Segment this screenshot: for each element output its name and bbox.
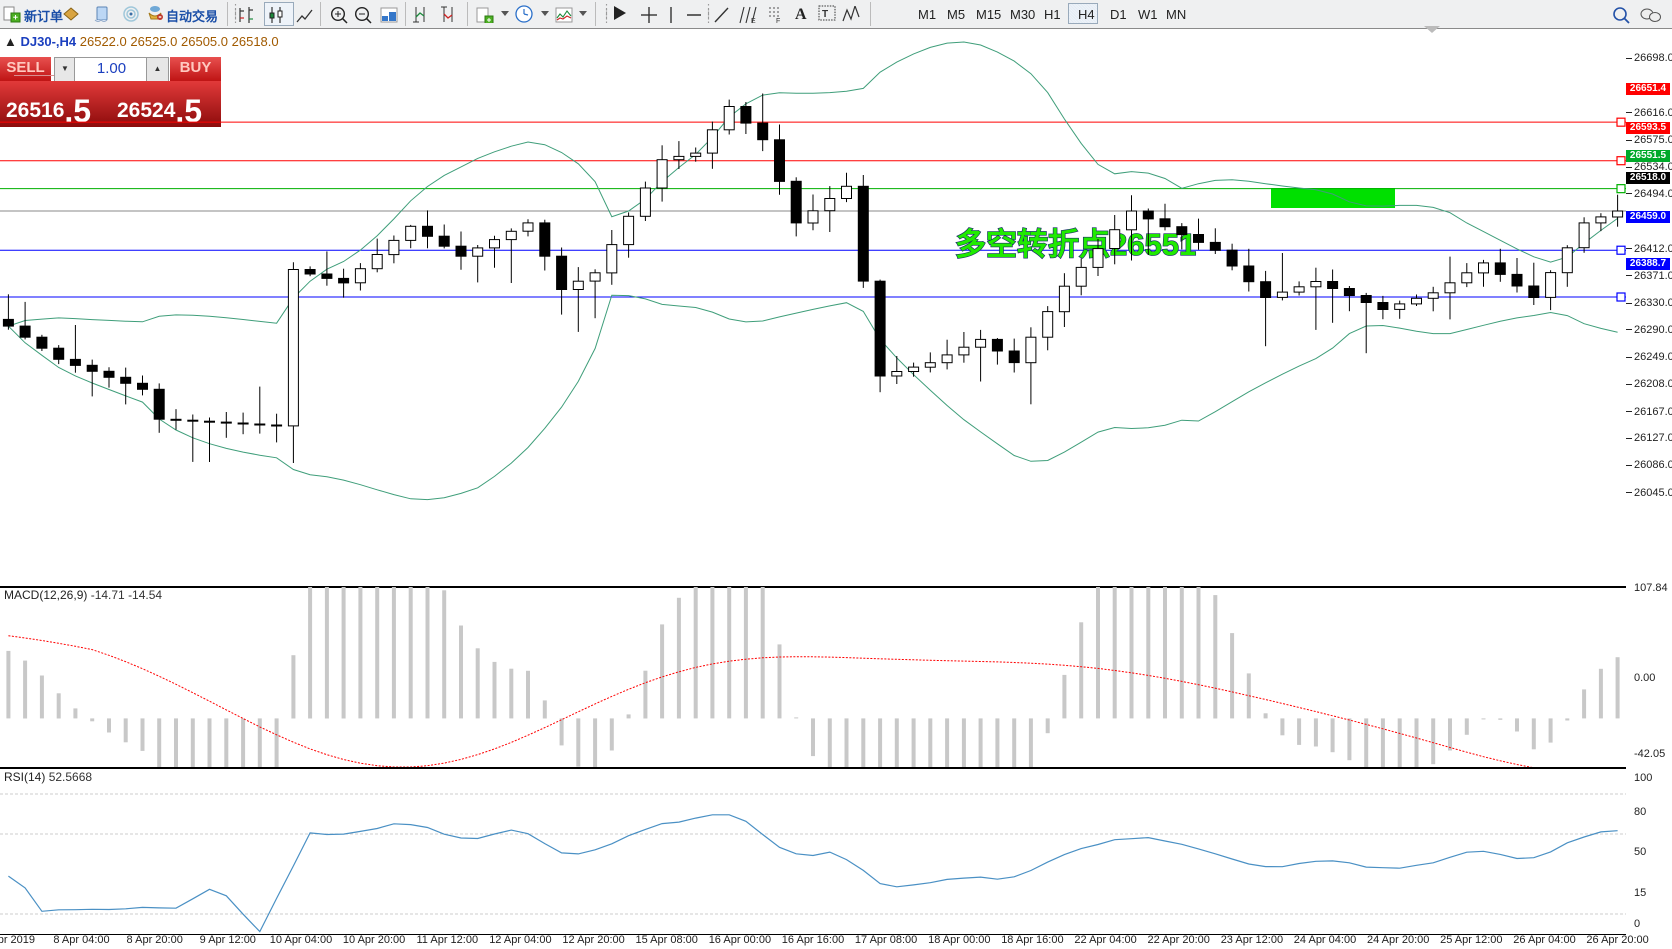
svg-text:多空转折点26551: 多空转折点26551	[955, 227, 1196, 262]
svg-text:E: E	[751, 18, 756, 24]
svg-text:T: T	[822, 9, 828, 20]
svg-text:F: F	[776, 18, 780, 24]
